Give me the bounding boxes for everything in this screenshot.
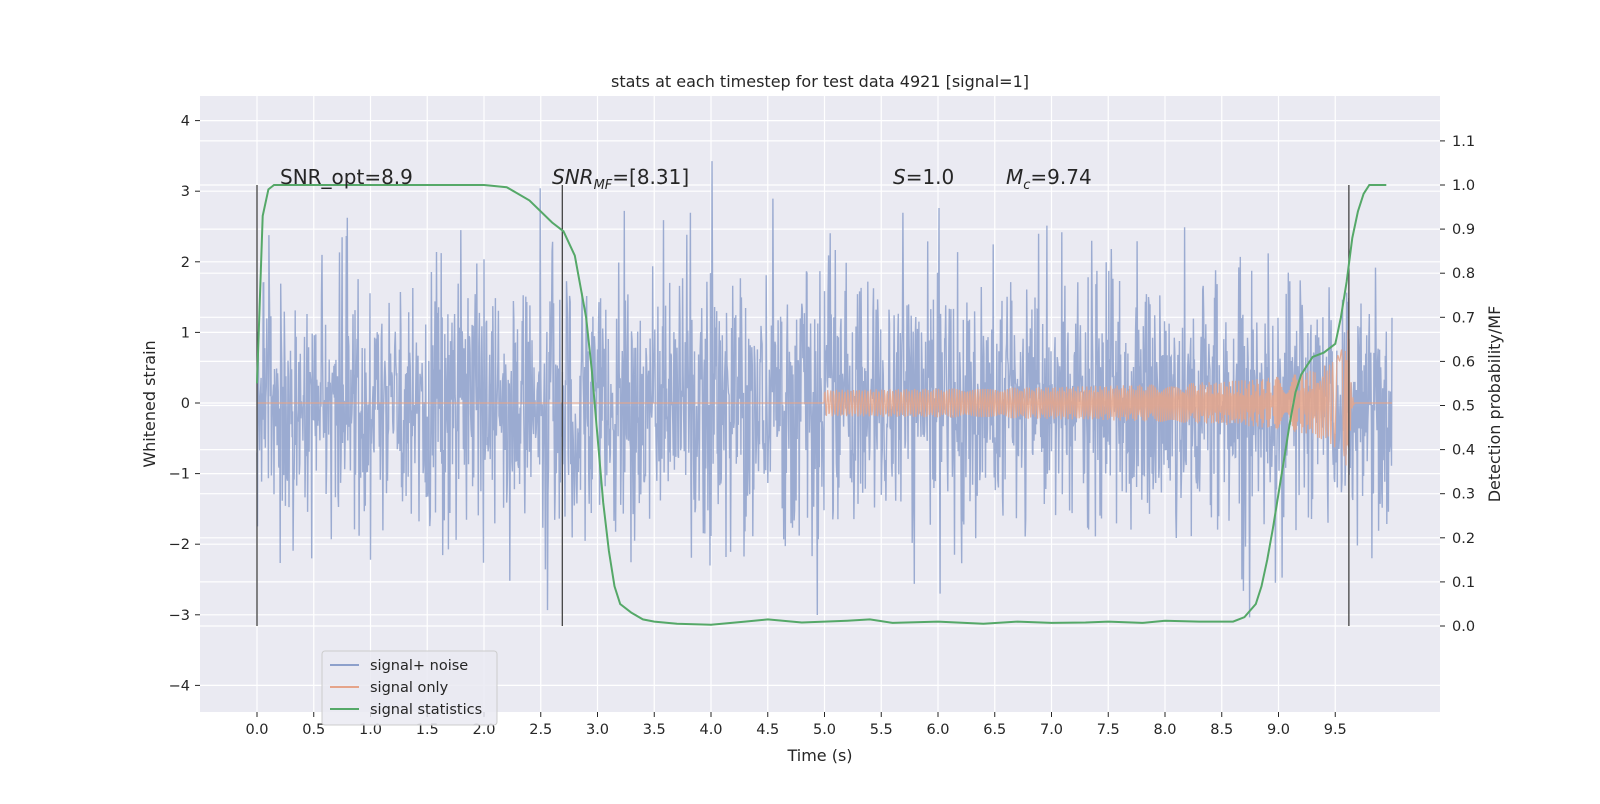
- annotation-mc: Mc=9.74: [1006, 165, 1092, 193]
- x-tick-label: 6.5: [983, 722, 1006, 738]
- y-axis-label: Whitened strain: [140, 340, 159, 467]
- y-tick-label: 4: [181, 114, 190, 130]
- x-tick-label: 9.5: [1324, 722, 1347, 738]
- y-tick-label: 0: [181, 396, 190, 412]
- x-tick-label: 7.0: [1040, 722, 1063, 738]
- x-tick-label: 4.0: [699, 722, 722, 738]
- x-tick-label: 0.0: [245, 722, 268, 738]
- x-tick-label: 9.0: [1267, 722, 1290, 738]
- annotation-s-main: S: [893, 165, 906, 189]
- y2-tick-label: 0.7: [1452, 310, 1475, 326]
- legend-label-signal-noise: signal+ noise: [370, 658, 468, 674]
- x-axis-label: Time (s): [786, 746, 852, 765]
- y2-tick-label: 0.3: [1452, 487, 1475, 503]
- legend-label-signal-only: signal only: [370, 680, 449, 696]
- y-tick-label: 3: [181, 184, 190, 200]
- annotation-s: S=1.0: [893, 165, 954, 189]
- x-tick-label: 5.5: [870, 722, 893, 738]
- signal-only-line: [257, 330, 1392, 466]
- annotation-snr-mf-sub: MF: [594, 178, 613, 193]
- y2-tick-label: 0.6: [1452, 354, 1475, 370]
- legend-label-signal-statistics: signal statistics: [370, 702, 482, 718]
- y-tick-label: −4: [169, 678, 190, 694]
- x-tick-label: 3.0: [586, 722, 609, 738]
- y-tick-label: −2: [169, 537, 190, 553]
- x-tick-label: 5.0: [813, 722, 836, 738]
- y2-tick-label: 0.8: [1452, 266, 1475, 282]
- chart-title: stats at each timestep for test data 492…: [611, 72, 1029, 91]
- annotations: SNR_opt=8.9 SNRMF=[8.31] S=1.0 Mc=9.74: [280, 165, 1092, 193]
- x-tick-label: 2.5: [529, 722, 552, 738]
- x-tick-label: 6.0: [926, 722, 949, 738]
- y2-tick-label: 0.5: [1452, 399, 1475, 415]
- y2-tick-label: 0.4: [1452, 443, 1475, 459]
- x-tick-label: 0.5: [302, 722, 325, 738]
- y2-tick-label: 0.9: [1452, 222, 1475, 238]
- y-axis-ticks: 4 3 2 1 0 −1 −2 −3 −4: [169, 114, 200, 694]
- y2-tick-label: 0.0: [1452, 619, 1475, 635]
- x-tick-label: 8.5: [1210, 722, 1233, 738]
- x-tick-label: 1.5: [416, 722, 439, 738]
- y2-axis-label: Detection probability/MF: [1485, 306, 1504, 503]
- y2-tick-label: 0.2: [1452, 531, 1475, 547]
- y2-axis-ticks: 1.1 1.0 0.9 0.8 0.7 0.6 0.5 0.4 0.3 0.2 0.1 0.0: [1440, 134, 1475, 635]
- annotation-mc-sub: c: [1023, 178, 1030, 193]
- y-tick-label: 1: [181, 325, 190, 341]
- y-tick-label: −3: [169, 608, 190, 624]
- annotation-mc-value: =9.74: [1030, 165, 1091, 189]
- y-tick-label: −1: [169, 467, 190, 483]
- signal-noise-line: [256, 161, 1393, 618]
- y2-tick-label: 1.0: [1452, 178, 1475, 194]
- annotation-s-value: =1.0: [906, 165, 955, 189]
- legend: signal+ noise signal only signal statist…: [321, 650, 498, 726]
- x-tick-label: 1.0: [359, 722, 382, 738]
- annotation-snr-opt: SNR_opt=8.9: [280, 165, 413, 189]
- annotation-snr-mf: SNRMF=[8.31]: [552, 165, 689, 193]
- x-tick-label: 8.0: [1153, 722, 1176, 738]
- annotation-snr-mf-value: =[8.31]: [612, 165, 689, 189]
- series-signal-only: [257, 330, 1392, 466]
- series-signal-noise: [256, 161, 1393, 618]
- annotation-snr-mf-main: SNR: [552, 165, 594, 189]
- x-tick-label: 7.5: [1097, 722, 1120, 738]
- x-axis-ticks: 0.0 0.5 1.0 1.5 2.0 2.5 3.0 3.5 4.0 4.5 5.0 5.5 6.0 6…: [245, 712, 1347, 738]
- series-signal-statistics: [256, 184, 1387, 626]
- legend-box: [321, 650, 498, 726]
- y-tick-label: 2: [181, 255, 190, 271]
- y2-tick-label: 0.1: [1452, 575, 1475, 591]
- x-tick-label: 2.0: [472, 722, 495, 738]
- x-tick-label: 3.5: [643, 722, 666, 738]
- signal-statistics-line: [256, 184, 1387, 626]
- x-tick-label: 4.5: [756, 722, 779, 738]
- y2-tick-label: 1.1: [1452, 134, 1475, 150]
- annotation-mc-main: M: [1006, 165, 1023, 189]
